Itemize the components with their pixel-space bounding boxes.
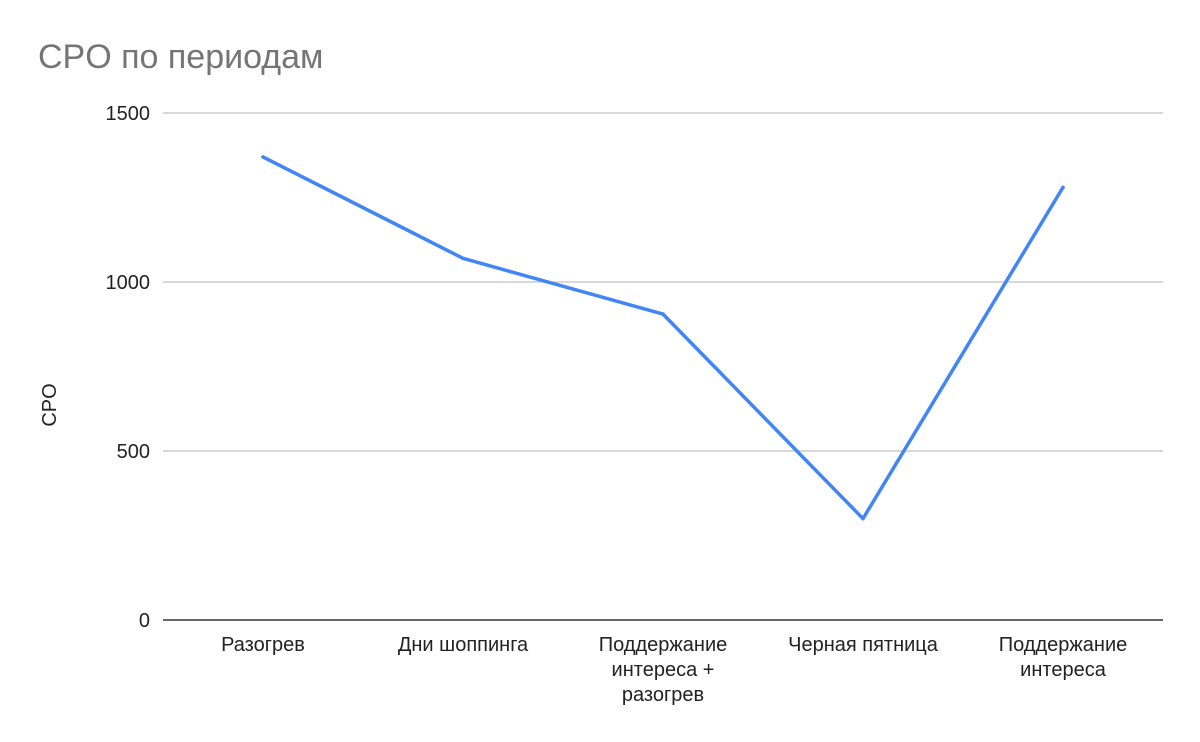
x-tick-label: Черная пятница bbox=[788, 634, 939, 656]
y-axis-label: CPO bbox=[39, 383, 61, 426]
x-tick-label: Разогрев bbox=[221, 634, 305, 656]
series-line bbox=[261, 155, 1065, 521]
data-point bbox=[1061, 185, 1065, 190]
data-point bbox=[661, 312, 665, 316]
y-tick-label: 0 bbox=[139, 610, 150, 632]
series-layer bbox=[261, 155, 1065, 521]
y-tick-labels: 0 500 1000 1500 bbox=[106, 103, 151, 632]
gridlines bbox=[163, 112, 1163, 621]
y-tick-label: 1500 bbox=[106, 103, 151, 125]
x-tick-label: Дни шоппинга bbox=[398, 634, 529, 656]
chart-title: CPO по периодам bbox=[38, 38, 323, 76]
x-tick-label: Поддержание интереса bbox=[999, 634, 1128, 681]
data-point bbox=[861, 516, 865, 521]
data-point bbox=[261, 155, 265, 159]
x-tick-label: Поддержание интереса + разогрев bbox=[599, 634, 728, 706]
x-tick-labels: Разогрев Дни шоппинга Поддержание интереса … bbox=[221, 634, 1127, 706]
data-point bbox=[461, 256, 465, 261]
y-tick-label: 500 bbox=[117, 441, 150, 463]
y-tick-label: 1000 bbox=[106, 272, 151, 294]
